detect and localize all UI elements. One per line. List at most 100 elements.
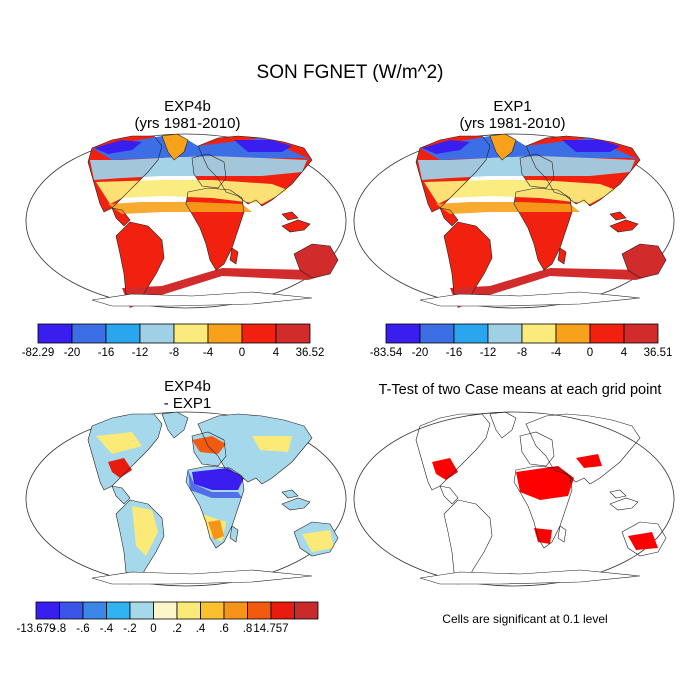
colorbar-exp4b-label-2: -16 bbox=[98, 347, 115, 359]
colorbar-diff-swatch-8 bbox=[223, 601, 248, 620]
band-north-mid-exp1 bbox=[418, 156, 635, 180]
colorbar-diff-label-9: .8 bbox=[243, 623, 253, 635]
colorbar-diff-label-4: -.2 bbox=[123, 623, 136, 635]
australia-fill-exp1 bbox=[622, 244, 666, 278]
colorbar-exp4b-swatch-4 bbox=[173, 323, 209, 344]
map-panel-exp4b bbox=[25, 133, 347, 309]
colorbar-exp4b-swatch-6 bbox=[241, 323, 277, 344]
australia-fill-exp4b bbox=[294, 244, 338, 278]
colorbar-diff-swatch-6 bbox=[176, 601, 201, 620]
colorbar-diff-label-10: 14.757 bbox=[253, 623, 288, 635]
colorbar-exp4b-label-4: -8 bbox=[169, 347, 179, 359]
colorbar-exp1-label-2: -16 bbox=[446, 347, 463, 359]
diff-sahara-edge bbox=[188, 470, 242, 498]
colorbar-diff-swatch-3 bbox=[106, 601, 131, 620]
colorbar-exp1-swatch-1 bbox=[419, 323, 455, 344]
panel-title-exp4b-line1: EXP4b bbox=[164, 98, 211, 115]
fgnet-field-exp1 bbox=[415, 133, 667, 308]
colorbar-exp4b-label-8: 36.52 bbox=[296, 347, 325, 359]
diff-namerica-positive bbox=[108, 458, 132, 478]
figure-title: SON FGNET (W/m^2) bbox=[256, 62, 444, 83]
colorbar-diff-swatch-11 bbox=[294, 601, 319, 620]
map-panel-diff bbox=[25, 411, 347, 587]
diff-africa-positive bbox=[208, 520, 224, 540]
colorbar-diff-swatch-5 bbox=[153, 601, 178, 620]
significance-note: Cells are significant at 0.1 level bbox=[442, 612, 608, 626]
panel-title-exp1-line1: EXP1 bbox=[493, 98, 532, 115]
panel-title-exp1-line2: (yrs 1981-2010) bbox=[459, 115, 566, 132]
colorbar-exp1: -83.54 -20 -16 -12 -8 -4 0 4 36.51 bbox=[370, 323, 673, 359]
colorbar-diff-label-7: .4 bbox=[196, 623, 206, 635]
colorbar-diff-label-3: -.4 bbox=[100, 623, 114, 635]
antarctica-diff bbox=[91, 569, 313, 585]
colorbar-exp1-label-4: -8 bbox=[517, 347, 527, 359]
colorbar-exp4b-swatch-2 bbox=[105, 323, 141, 344]
colorbar-exp1-swatch-5 bbox=[555, 323, 591, 344]
map-panel-exp1 bbox=[353, 133, 675, 309]
colorbar-exp4b-label-7: 4 bbox=[273, 347, 280, 359]
colorbar-diff-swatch-7 bbox=[200, 601, 225, 620]
band-mid-exp4b bbox=[96, 180, 288, 204]
colorbar-exp1-label-3: -12 bbox=[480, 347, 497, 359]
antarctica-exp4b bbox=[91, 291, 313, 307]
arctic-exp1 bbox=[422, 140, 470, 154]
sig-southafrica bbox=[534, 528, 552, 544]
band-south-exp1 bbox=[450, 268, 650, 308]
colorbar-exp4b-swatch-5 bbox=[207, 323, 243, 344]
panel-title-diff-line1: EXP4b bbox=[164, 378, 211, 395]
band-south-exp4b bbox=[122, 268, 322, 308]
colorbar-diff-swatch-4 bbox=[129, 601, 154, 620]
panel-title-diff-line2: - EXP1 bbox=[163, 395, 212, 412]
panel-title-exp4b-line2: (yrs 1981-2010) bbox=[134, 115, 241, 132]
sig-sahara bbox=[516, 466, 574, 500]
colorbar-diff-label-6: .2 bbox=[172, 623, 182, 635]
colorbar-exp4b-swatch-0 bbox=[37, 323, 73, 344]
ttest-field bbox=[415, 411, 667, 585]
panel-title-diff: EXP4b - EXP1 bbox=[25, 378, 350, 412]
colorbar-exp1-swatch-3 bbox=[487, 323, 523, 344]
diff-sahara-negative bbox=[192, 468, 244, 490]
colorbar-diff: -13.679-.8 -.6 -.4 -.2 0 .2 .4 .6 .8 14.757 bbox=[16, 601, 319, 635]
colorbar-diff-swatch-9 bbox=[247, 601, 272, 620]
sig-asia bbox=[576, 454, 602, 468]
band-subtrop-exp4b bbox=[108, 202, 252, 214]
panel-title-exp1: EXP1 (yrs 1981-2010) bbox=[350, 98, 675, 132]
colorbar-exp4b-label-6: 0 bbox=[239, 347, 245, 359]
colorbar-exp1-swatch-0 bbox=[385, 323, 421, 344]
diff-europe-positive bbox=[192, 436, 226, 454]
band-north-mid-exp4b bbox=[90, 156, 307, 180]
colorbar-exp1-label-8: 36.51 bbox=[644, 347, 673, 359]
colorbar-exp4b-swatch-7 bbox=[275, 323, 311, 344]
colorbar-exp1-swatch-4 bbox=[521, 323, 557, 344]
colorbar-exp1-label-0: -83.54 bbox=[370, 347, 403, 359]
colorbar-diff-label-8: .6 bbox=[219, 623, 229, 635]
colorbar-exp1-label-6: 0 bbox=[587, 347, 593, 359]
colorbar-exp4b-swatch-3 bbox=[139, 323, 175, 344]
map-frame-ttest bbox=[353, 411, 675, 587]
antarctica-exp1 bbox=[419, 291, 641, 307]
diff-yellow-patches bbox=[96, 432, 334, 556]
colorbar-exp1-swatch-6 bbox=[589, 323, 625, 344]
colorbar-diff-swatch-2 bbox=[82, 601, 107, 620]
colorbar-diff-label-5: 0 bbox=[150, 623, 156, 635]
arctic-exp4b bbox=[94, 140, 142, 154]
colorbar-exp1-swatch-2 bbox=[453, 323, 489, 344]
colorbar-diff-label-2: -.6 bbox=[76, 623, 89, 635]
colorbar-exp4b-label-5: -4 bbox=[203, 347, 214, 359]
colorbar-diff-swatch-1 bbox=[59, 601, 84, 620]
colorbar-exp1-swatch-7 bbox=[623, 323, 659, 344]
colorbar-diff-swatch-10 bbox=[270, 601, 295, 620]
fgnet-field-exp4b bbox=[87, 133, 339, 308]
land-field-exp1 bbox=[416, 134, 666, 308]
band-subtrop-exp1 bbox=[436, 202, 580, 214]
colorbar-diff-swatch-0 bbox=[35, 601, 60, 620]
colorbar-exp1-label-5: -4 bbox=[551, 347, 562, 359]
band-mid-exp1 bbox=[424, 180, 616, 204]
colorbar-exp4b-swatch-1 bbox=[71, 323, 107, 344]
panel-title-exp4b: EXP4b (yrs 1981-2010) bbox=[25, 98, 350, 132]
colorbar-diff-label-1: -.8 bbox=[53, 623, 66, 635]
colorbar-exp1-label-7: 4 bbox=[621, 347, 628, 359]
colorbar-diff-label-0: -13.679 bbox=[16, 623, 55, 635]
colorbar-exp4b-label-3: -12 bbox=[132, 347, 149, 359]
